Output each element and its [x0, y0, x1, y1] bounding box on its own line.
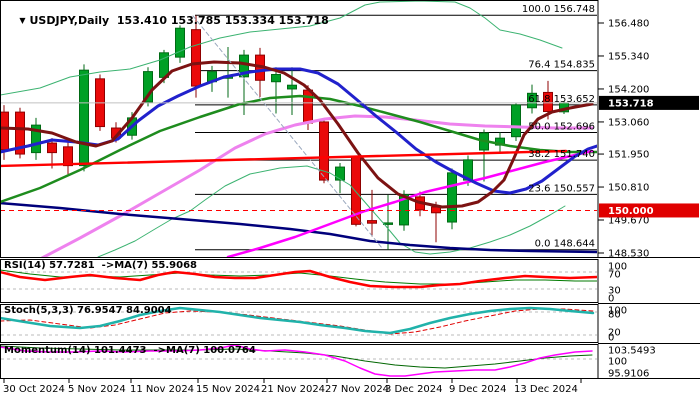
price-axis-label: 155.340 — [608, 51, 649, 62]
descending-trendline[interactable] — [192, 15, 383, 249]
candle-body — [143, 71, 153, 103]
fib-level-label: 0.0 148.644 — [535, 239, 595, 250]
momentum-main-line — [1, 345, 593, 377]
candle-body — [175, 27, 185, 58]
stoch-scale-label: 80 — [608, 310, 621, 321]
price-axis-label: 153.060 — [608, 117, 649, 128]
date-axis[interactable]: 30 Oct 2024 5 Nov 2024 11 Nov 2024 15 Nov 2… — [3, 378, 582, 396]
rsi-panel-frame — [0, 259, 599, 303]
date-axis-label: 9 Dec 2024 — [449, 384, 507, 395]
fib-level-label: 23.6 150.557 — [528, 183, 595, 194]
candle-body — [543, 91, 553, 113]
price-axis-label: 156.480 — [608, 19, 649, 30]
ma-maroon-line — [1, 60, 594, 209]
stoch-panel — [1, 306, 597, 336]
rsi-scale-label: 0 — [608, 294, 614, 305]
date-axis-label: 3 Dec 2024 — [385, 384, 443, 395]
rsi-scale-label: 70 — [608, 270, 621, 281]
rsi-panel — [1, 269, 597, 290]
price-axis-label: 149.670 — [608, 216, 649, 227]
stoch-scale-label: 20 — [608, 328, 621, 339]
candle-body — [335, 166, 345, 181]
stoch-panel-frame — [0, 304, 599, 343]
candle-body — [239, 54, 249, 78]
ma-blue-line — [1, 67, 597, 195]
candle-body — [319, 121, 329, 181]
candle-body — [303, 89, 313, 124]
momentum-ma-line — [1, 345, 593, 369]
band-upper-line — [1, 1, 563, 96]
candle-body — [47, 142, 57, 154]
ma-violet-line — [40, 114, 594, 257]
candle-body — [191, 29, 201, 87]
price-axis[interactable]: 156.480 155.340 154.200 153.060 151.950 150.8… — [598, 19, 699, 260]
support-line[interactable] — [0, 149, 568, 168]
candle-body — [79, 69, 89, 167]
fib-level-label: 76.4 154.835 — [528, 60, 595, 71]
candle-body — [287, 84, 297, 90]
band-lower-line — [97, 165, 566, 257]
candle-body — [271, 73, 281, 83]
ma-green-line — [1, 94, 597, 203]
fib-level-label: 50.0 152.696 — [528, 121, 595, 132]
date-axis-label: 30 Oct 2024 — [3, 384, 65, 395]
momentum-scale-label: 95.9106 — [608, 369, 649, 380]
date-axis-label: 27 Nov 2024 — [325, 384, 389, 395]
date-axis-label: 13 Dec 2024 — [514, 384, 578, 395]
candle-body — [63, 146, 73, 167]
candle-body — [399, 194, 409, 226]
rsi-scale-label: 30 — [608, 286, 621, 297]
price-axis-label: 154.200 — [608, 84, 649, 95]
current-price-tag — [599, 95, 699, 110]
date-axis-label: 15 Nov 2024 — [196, 384, 260, 395]
current-price-tag-text: 153.718 — [608, 98, 654, 109]
candle-body — [367, 220, 377, 224]
date-axis-label: 21 Nov 2024 — [261, 384, 325, 395]
rsi-scale-label: 100 — [608, 262, 627, 273]
price-axis-label: 148.530 — [608, 248, 649, 259]
ma-navy-line — [1, 201, 597, 254]
candle-body — [527, 92, 537, 109]
stoch-main-line — [1, 306, 595, 335]
momentum-scale-label: 100 — [608, 357, 627, 368]
candle-body — [15, 111, 25, 155]
fib-level-label: 100.0 156.748 — [522, 4, 595, 15]
level-150-tag-text: 150.000 — [608, 206, 654, 217]
fib-level-label: 61.8 153.652 — [528, 94, 595, 105]
date-axis-label: 5 Nov 2024 — [68, 384, 126, 395]
main-panel-frame — [0, 0, 599, 258]
candle-body — [31, 124, 41, 154]
stoch-scale-label: 100 — [608, 306, 627, 317]
level-150-tag — [599, 203, 699, 218]
date-axis-label: 11 Nov 2024 — [130, 384, 194, 395]
candle-body — [511, 104, 521, 138]
momentum-panel-frame — [0, 344, 599, 379]
fib-level-label: 38.2 151.740 — [528, 149, 595, 160]
ma-magenta-line — [226, 149, 594, 257]
momentum-panel — [1, 345, 597, 377]
stoch-scale-label: 0 — [608, 333, 614, 344]
price-axis-label: 151.950 — [608, 150, 649, 161]
main-chart-layer — [0, 1, 597, 257]
candle-body — [447, 172, 457, 223]
candle-body — [1, 111, 9, 151]
rsi-main-line — [1, 269, 597, 289]
momentum-scale-label: 103.5493 — [608, 346, 656, 357]
price-axis-label: 150.810 — [608, 183, 649, 194]
